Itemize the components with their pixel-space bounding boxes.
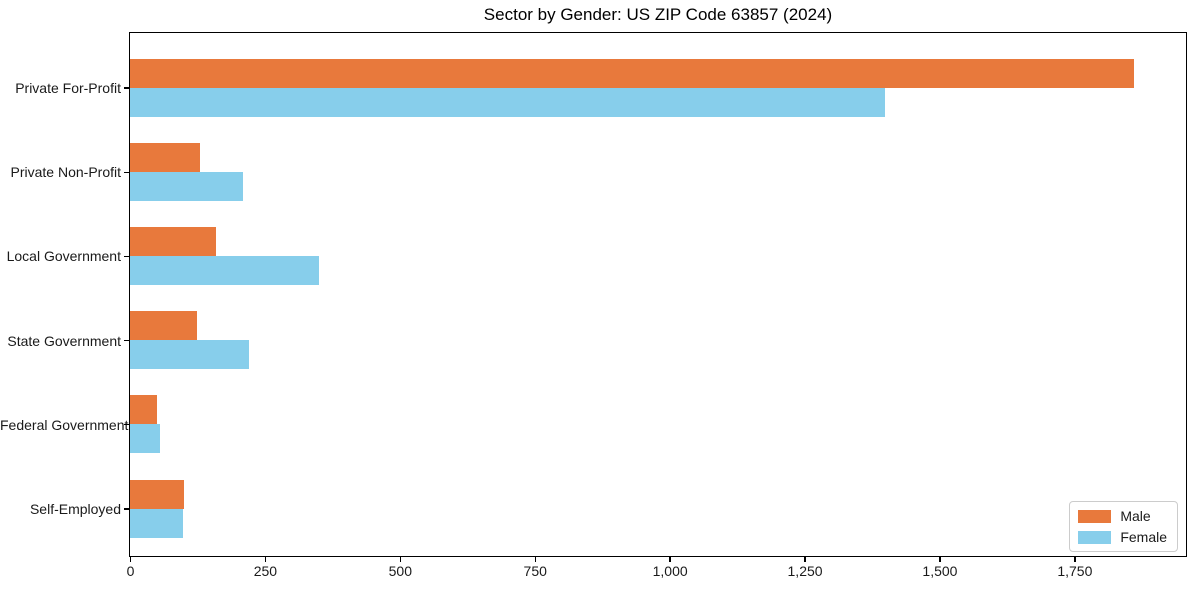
plot-area: Male Female [129,32,1187,557]
y-tick-label-state-government: State Government [7,332,121,349]
bar-female-self-employed [130,508,183,538]
chart-title: Sector by Gender: US ZIP Code 63857 (202… [483,5,833,24]
bar-male-local-government [130,226,217,256]
y-tick-mark [124,87,129,89]
bar-female-private-for-profit [130,87,886,117]
x-tick-label-1-750: 1,750 [1057,563,1093,579]
legend-swatch-female [1078,530,1112,544]
bar-female-private-non-profit [130,171,244,201]
x-tick-mark [129,557,132,562]
x-tick-label-0: 0 [126,563,135,579]
x-tick-label-750: 750 [523,563,547,579]
x-tick-mark [939,557,941,562]
x-tick-mark [804,557,806,562]
bar-male-private-for-profit [130,58,1134,88]
bar-female-local-government [130,255,319,285]
x-tick-label-1-000: 1,000 [652,563,688,579]
y-tick-mark [124,424,129,426]
bar-female-state-government [130,340,249,370]
legend-item-female: Female [1078,529,1167,545]
bar-female-federal-government [130,424,160,454]
legend-label-female: Female [1120,529,1167,545]
x-tick-label-500: 500 [388,563,412,579]
bar-male-state-government [130,311,198,341]
y-tick-mark [124,171,129,173]
x-tick-label-1-500: 1,500 [922,563,958,579]
y-tick-mark [124,339,129,342]
legend-swatch-male [1078,509,1112,523]
y-tick-label-private-non-profit: Private Non-Profit [10,164,121,181]
y-tick-label-local-government: Local Government [6,248,121,265]
legend: Male Female [1069,501,1178,552]
x-tick-mark [669,557,671,562]
x-tick-mark [1074,557,1076,562]
y-tick-mark [124,508,129,510]
legend-item-male: Male [1078,508,1167,524]
y-tick-label-private-for-profit: Private For-Profit [15,80,121,96]
x-tick-mark [399,557,401,562]
bar-male-self-employed [130,479,184,509]
x-tick-mark [264,557,267,562]
x-tick-label-1-250: 1,250 [787,563,823,579]
y-tick-label-federal-government: Federal Government [0,416,129,433]
y-tick-label-self-employed: Self-Employed [29,501,121,517]
bar-male-private-non-profit [130,142,201,172]
y-tick-mark [124,255,129,258]
bar-male-federal-government [130,395,157,425]
legend-label-male: Male [1120,508,1151,524]
x-tick-mark [534,557,536,562]
x-tick-label-250: 250 [253,563,278,579]
